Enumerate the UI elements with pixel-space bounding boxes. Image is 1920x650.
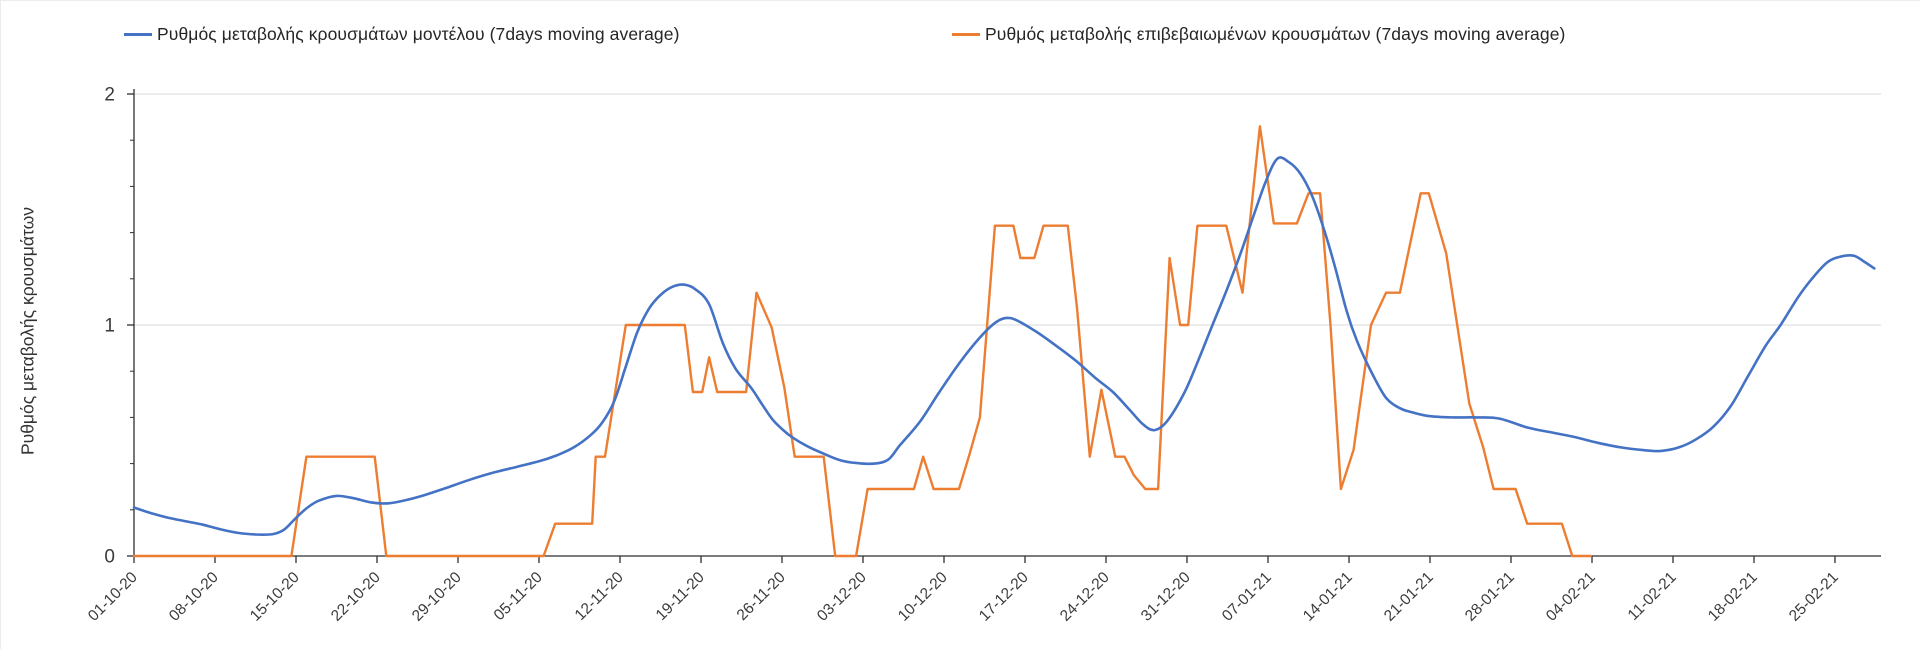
legend-label-model: Ρυθμός μεταβολής κρουσμάτων μοντέλου (7d… (157, 23, 680, 44)
legend-label-confirmed: Ρυθμός μεταβολής επιβεβαιωμένων κρουσμάτ… (985, 23, 1566, 44)
x-tick-label: 28-01-21 (1462, 569, 1518, 625)
y-tick-label: 1 (104, 316, 115, 337)
x-tick-label: 22-10-20 (328, 569, 384, 625)
x-tick-label: 08-10-20 (166, 569, 222, 625)
x-tick-label: 31-12-20 (1138, 569, 1194, 625)
legend-item-model: Ρυθμός μεταβολής κρουσμάτων μοντέλου (7d… (124, 23, 680, 45)
x-tick-label: 15-10-20 (247, 569, 303, 625)
x-tick-label: 03-12-20 (814, 569, 870, 625)
legend-marker-confirmed-line-icon (952, 32, 980, 36)
legend-item-confirmed: Ρυθμός μεταβολής επιβεβαιωμένων κρουσμάτ… (952, 23, 1565, 45)
x-tick-label: 17-12-20 (976, 569, 1032, 625)
x-tick-label: 12-11-20 (572, 569, 627, 624)
x-tick-label: 18-02-21 (1705, 569, 1761, 625)
x-tick-label: 26-11-20 (734, 569, 789, 624)
x-tick-label: 25-02-21 (1786, 569, 1842, 625)
model-series-line (132, 156, 1876, 536)
y-tick-label: 0 (104, 547, 115, 568)
x-tick-label: 19-11-20 (653, 569, 708, 624)
x-tick-label: 04-02-21 (1543, 569, 1599, 625)
legend-marker-model-line-icon (124, 32, 152, 36)
x-tick-label: 24-12-20 (1057, 569, 1113, 625)
y-tick-label: 2 (104, 85, 115, 106)
confirmed-series-line (132, 125, 1592, 558)
x-tick-label: 14-01-21 (1300, 569, 1356, 625)
x-tick-label: 01-10-20 (85, 569, 141, 625)
x-tick-label: 10-12-20 (895, 569, 951, 625)
x-tick-label: 21-01-21 (1381, 569, 1437, 625)
x-tick-label: 05-11-20 (491, 569, 546, 624)
x-tick-label: 11-02-21 (1625, 569, 1680, 624)
x-tick-label: 07-01-21 (1219, 569, 1275, 625)
x-tick-label: 29-10-20 (409, 569, 465, 625)
